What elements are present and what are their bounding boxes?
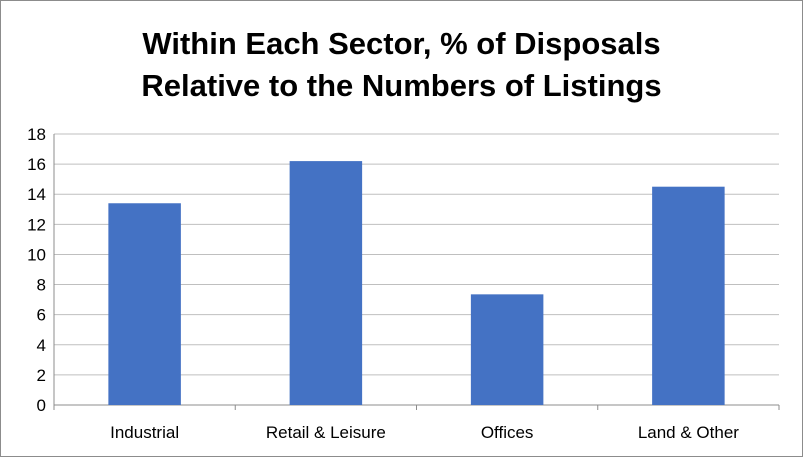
y-tick-label: 2: [37, 366, 46, 385]
y-tick-label: 16: [27, 155, 46, 174]
y-tick-label: 6: [37, 306, 46, 325]
x-tick-label: Offices: [481, 423, 534, 442]
chart-title-line-1: Within Each Sector, % of Disposals: [142, 26, 661, 61]
x-tick-label: Land & Other: [638, 423, 739, 442]
y-tick-label: 0: [37, 396, 46, 415]
bar-offices: [470, 294, 544, 405]
y-tick-label: 8: [37, 276, 46, 295]
y-tick-label: 18: [27, 125, 46, 144]
y-tick-label: 4: [37, 336, 46, 355]
y-tick-label: 10: [27, 245, 46, 264]
bar-industrial: [108, 203, 181, 405]
x-tick-label: Industrial: [110, 423, 179, 442]
chart-title-line-2: Relative to the Numbers of Listings: [141, 68, 662, 103]
y-tick-label: 12: [27, 215, 46, 234]
y-tick-label: 14: [27, 185, 46, 204]
x-tick-label: Retail & Leisure: [266, 423, 386, 442]
chart-title: Within Each Sector, % of Disposals Relat…: [1, 23, 802, 107]
bar-land-other: [652, 186, 725, 405]
bar-retail-leisure: [289, 161, 363, 405]
